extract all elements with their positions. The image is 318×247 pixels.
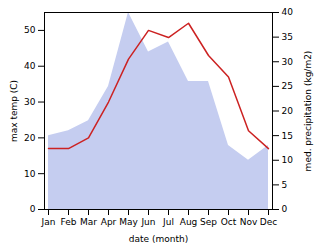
svg-text:med. precipitation (kg/m2): med. precipitation (kg/m2) xyxy=(303,51,313,172)
svg-text:25: 25 xyxy=(282,81,293,91)
svg-text:date (month): date (month) xyxy=(129,234,188,244)
svg-text:50: 50 xyxy=(24,25,36,35)
svg-text:Jun: Jun xyxy=(140,217,155,227)
svg-text:Jan: Jan xyxy=(41,217,56,227)
svg-text:Feb: Feb xyxy=(61,217,77,227)
svg-text:max temp (C): max temp (C) xyxy=(9,80,19,142)
svg-text:Apr: Apr xyxy=(101,217,117,227)
svg-text:20: 20 xyxy=(282,106,294,116)
svg-text:Nov: Nov xyxy=(240,217,258,227)
svg-text:0: 0 xyxy=(30,204,36,214)
svg-text:0: 0 xyxy=(282,204,288,214)
svg-text:Sep: Sep xyxy=(200,217,217,227)
svg-text:Aug: Aug xyxy=(180,217,198,227)
svg-text:35: 35 xyxy=(282,32,293,42)
svg-text:15: 15 xyxy=(282,131,293,141)
svg-text:10: 10 xyxy=(24,169,36,179)
svg-text:Jul: Jul xyxy=(162,217,174,227)
svg-text:20: 20 xyxy=(24,133,36,143)
svg-text:40: 40 xyxy=(282,7,294,17)
svg-text:5: 5 xyxy=(282,180,288,190)
svg-text:Mar: Mar xyxy=(80,217,97,227)
svg-text:Oct: Oct xyxy=(221,217,237,227)
svg-text:Dec: Dec xyxy=(260,217,277,227)
svg-text:30: 30 xyxy=(24,97,36,107)
svg-text:May: May xyxy=(119,217,138,227)
svg-text:40: 40 xyxy=(24,61,36,71)
svg-text:30: 30 xyxy=(282,57,294,67)
svg-text:10: 10 xyxy=(282,155,294,165)
